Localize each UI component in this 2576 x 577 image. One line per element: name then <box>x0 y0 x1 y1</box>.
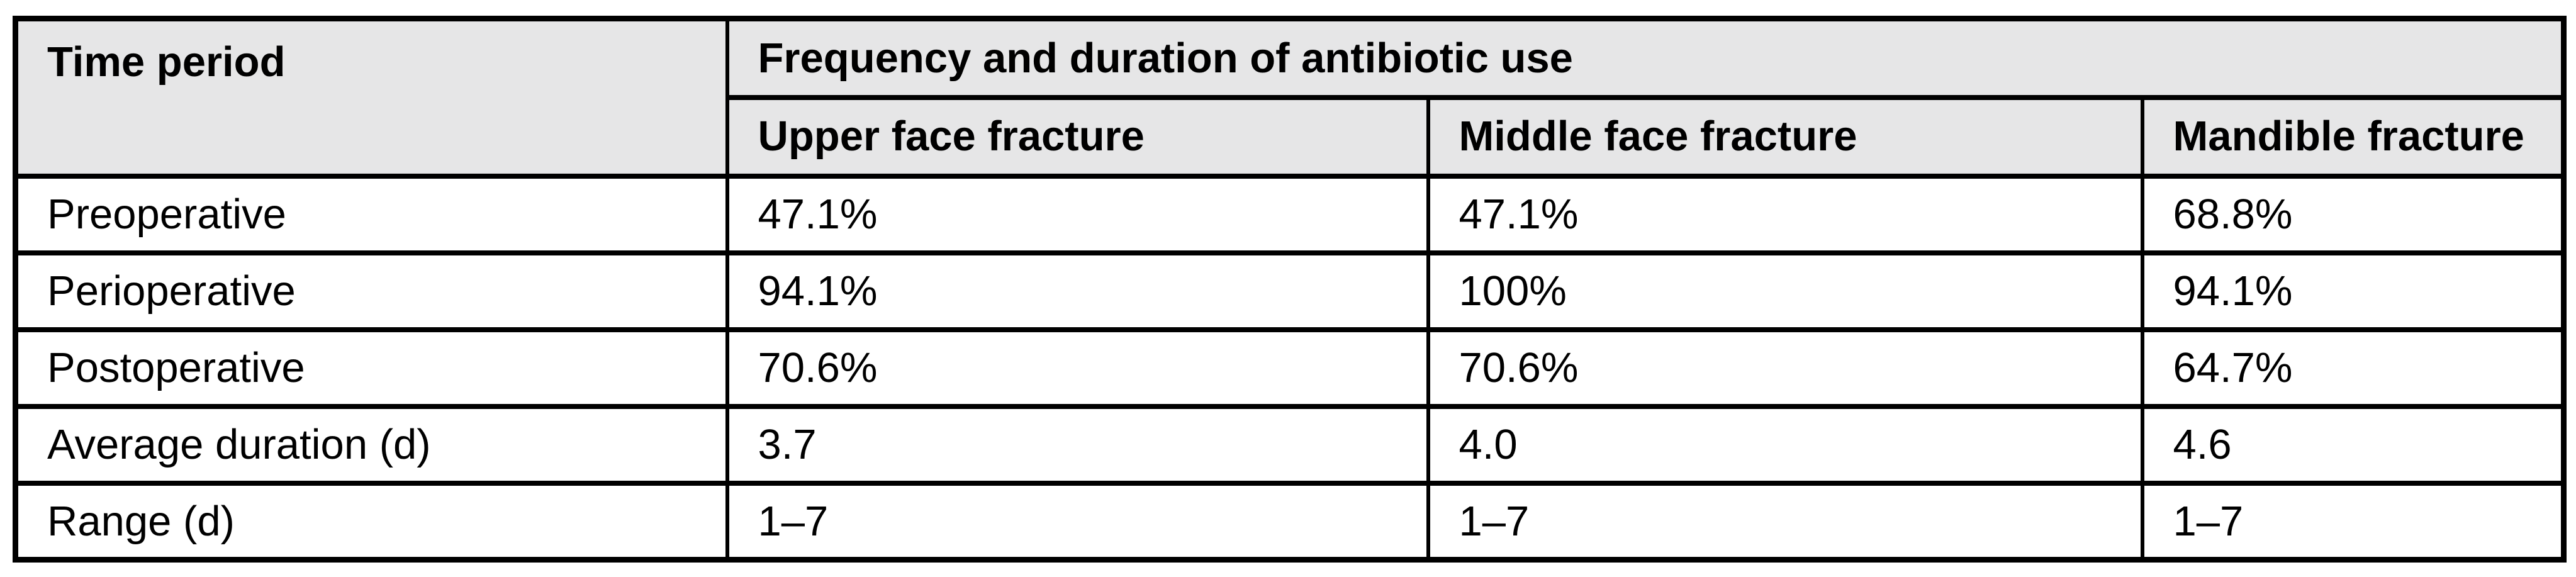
table-row: Perioperative 94.1% 100% 94.1% <box>13 250 2566 332</box>
cell-perioperative-middle: 100% <box>1426 250 2144 332</box>
cell-preoperative-middle: 47.1% <box>1426 173 2144 255</box>
header-cell-time-period: Time period <box>13 16 729 179</box>
row-label-preoperative: Preoperative <box>13 173 729 255</box>
header-cell-upper-face: Upper face fracture <box>725 94 1430 179</box>
header-cell-mandible: Mandible fracture <box>2140 94 2566 179</box>
cell-range-middle: 1–7 <box>1426 480 2144 563</box>
cell-preoperative-mandible: 68.8% <box>2140 173 2566 255</box>
table-row: Preoperative 47.1% 47.1% 68.8% <box>13 173 2566 255</box>
cell-postoperative-middle: 70.6% <box>1426 327 2144 409</box>
header-cell-group-title: Frequency and duration of antibiotic use <box>725 16 2566 100</box>
row-label-perioperative: Perioperative <box>13 250 729 332</box>
table-row: Average duration (d) 3.7 4.0 4.6 <box>13 403 2566 486</box>
row-label-average-duration: Average duration (d) <box>13 403 729 486</box>
header-row-group: Time period Frequency and duration of an… <box>13 16 2566 179</box>
cell-average-duration-upper: 3.7 <box>725 403 1430 486</box>
cell-range-upper: 1–7 <box>725 480 1430 563</box>
table-header: Time period Frequency and duration of an… <box>13 16 2566 179</box>
header-cell-middle-face: Middle face fracture <box>1426 94 2144 179</box>
row-label-postoperative: Postoperative <box>13 327 729 409</box>
cell-preoperative-upper: 47.1% <box>725 173 1430 255</box>
cell-average-duration-mandible: 4.6 <box>2140 403 2566 486</box>
header-row-columns: Upper face fracture Middle face fracture… <box>16 94 2566 179</box>
cell-postoperative-mandible: 64.7% <box>2140 327 2566 409</box>
cell-perioperative-upper: 94.1% <box>725 250 1430 332</box>
cell-average-duration-middle: 4.0 <box>1426 403 2144 486</box>
cell-perioperative-mandible: 94.1% <box>2140 250 2566 332</box>
cell-range-mandible: 1–7 <box>2140 480 2566 563</box>
table-body: Preoperative 47.1% 47.1% 68.8% Periopera… <box>13 173 2566 563</box>
cell-postoperative-upper: 70.6% <box>725 327 1430 409</box>
table-row: Postoperative 70.6% 70.6% 64.7% <box>13 327 2566 409</box>
row-label-range: Range (d) <box>13 480 729 563</box>
table-row: Range (d) 1–7 1–7 1–7 <box>13 480 2566 563</box>
antibiotic-use-table: Time period Frequency and duration of an… <box>13 16 2567 563</box>
